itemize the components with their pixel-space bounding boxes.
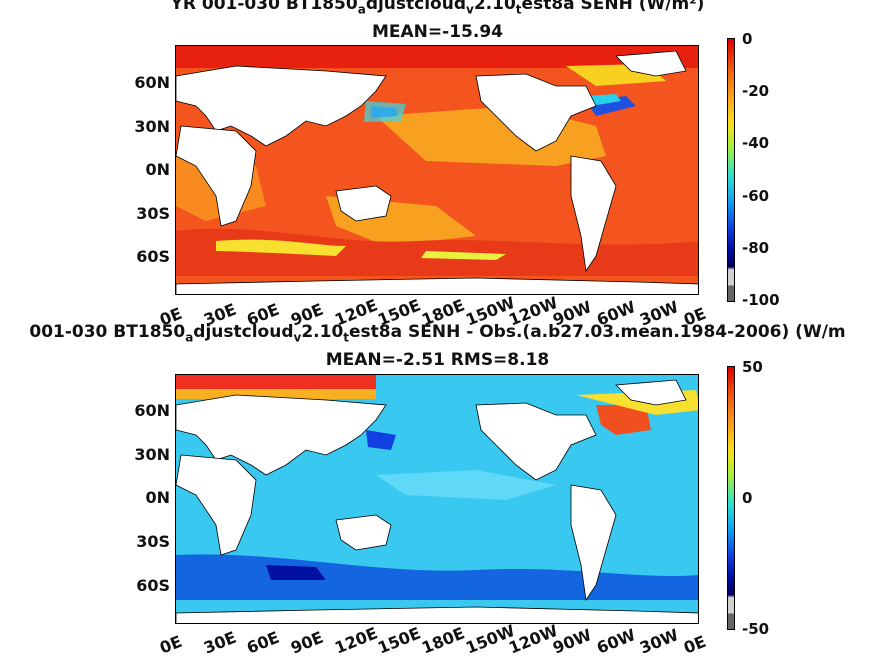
bottom-lat-tick: 30N: [134, 445, 170, 464]
top-colorbar-tick: 0: [742, 30, 753, 48]
top-lat-tick: 30S: [136, 204, 170, 223]
bottom-lat-tick: 60N: [134, 401, 170, 420]
lon-tick: 30E: [200, 627, 239, 658]
bottom-title: 001-030 BT1850adjustcloudv2.10test8a SEN…: [29, 322, 846, 345]
bottom-stats-label: MEAN=-2.51 RMS=8.18: [325, 350, 550, 370]
lon-tick: 30W: [637, 625, 682, 658]
bottom-colorbar: [727, 366, 735, 630]
bottom-colorbar-tick: -50: [742, 620, 770, 638]
top-colorbar-tick: -20: [742, 82, 770, 100]
bottom-lat-tick: 60S: [136, 576, 170, 595]
top-title: YR 001-030 BT1850adjustcloudv2.10test8a …: [170, 0, 705, 17]
lon-tick: 180E: [419, 623, 468, 658]
lon-tick: 60W: [593, 625, 638, 658]
lon-tick: 150E: [375, 623, 424, 658]
lon-tick: 60E: [244, 627, 283, 658]
top-lat-tick: 0N: [145, 160, 170, 179]
top-lat-tick: 30N: [134, 117, 170, 136]
lon-tick: 90E: [288, 627, 326, 658]
top-lat-tick: 60S: [136, 247, 170, 266]
bottom-colorbar-tick: 0: [742, 489, 753, 507]
bottom-lat-tick: 30S: [136, 532, 170, 551]
lon-tick: 0E: [157, 631, 185, 658]
top-map: [175, 45, 699, 295]
top-colorbar: [727, 38, 735, 302]
lon-tick: 0E: [681, 631, 709, 658]
top-lat-tick: 60N: [134, 73, 170, 92]
bottom-map: [175, 374, 699, 624]
top-colorbar-tick: -40: [742, 134, 770, 152]
bottom-lat-tick: 0N: [145, 488, 170, 507]
bottom-colorbar-tick: 50: [742, 358, 763, 376]
top-colorbar-tick: -100: [742, 291, 780, 309]
top-colorbar-tick: -60: [742, 187, 770, 205]
lon-tick: 120E: [331, 623, 380, 658]
top-mean-label: MEAN=-15.94: [372, 22, 503, 42]
top-colorbar-tick: -80: [742, 239, 770, 257]
